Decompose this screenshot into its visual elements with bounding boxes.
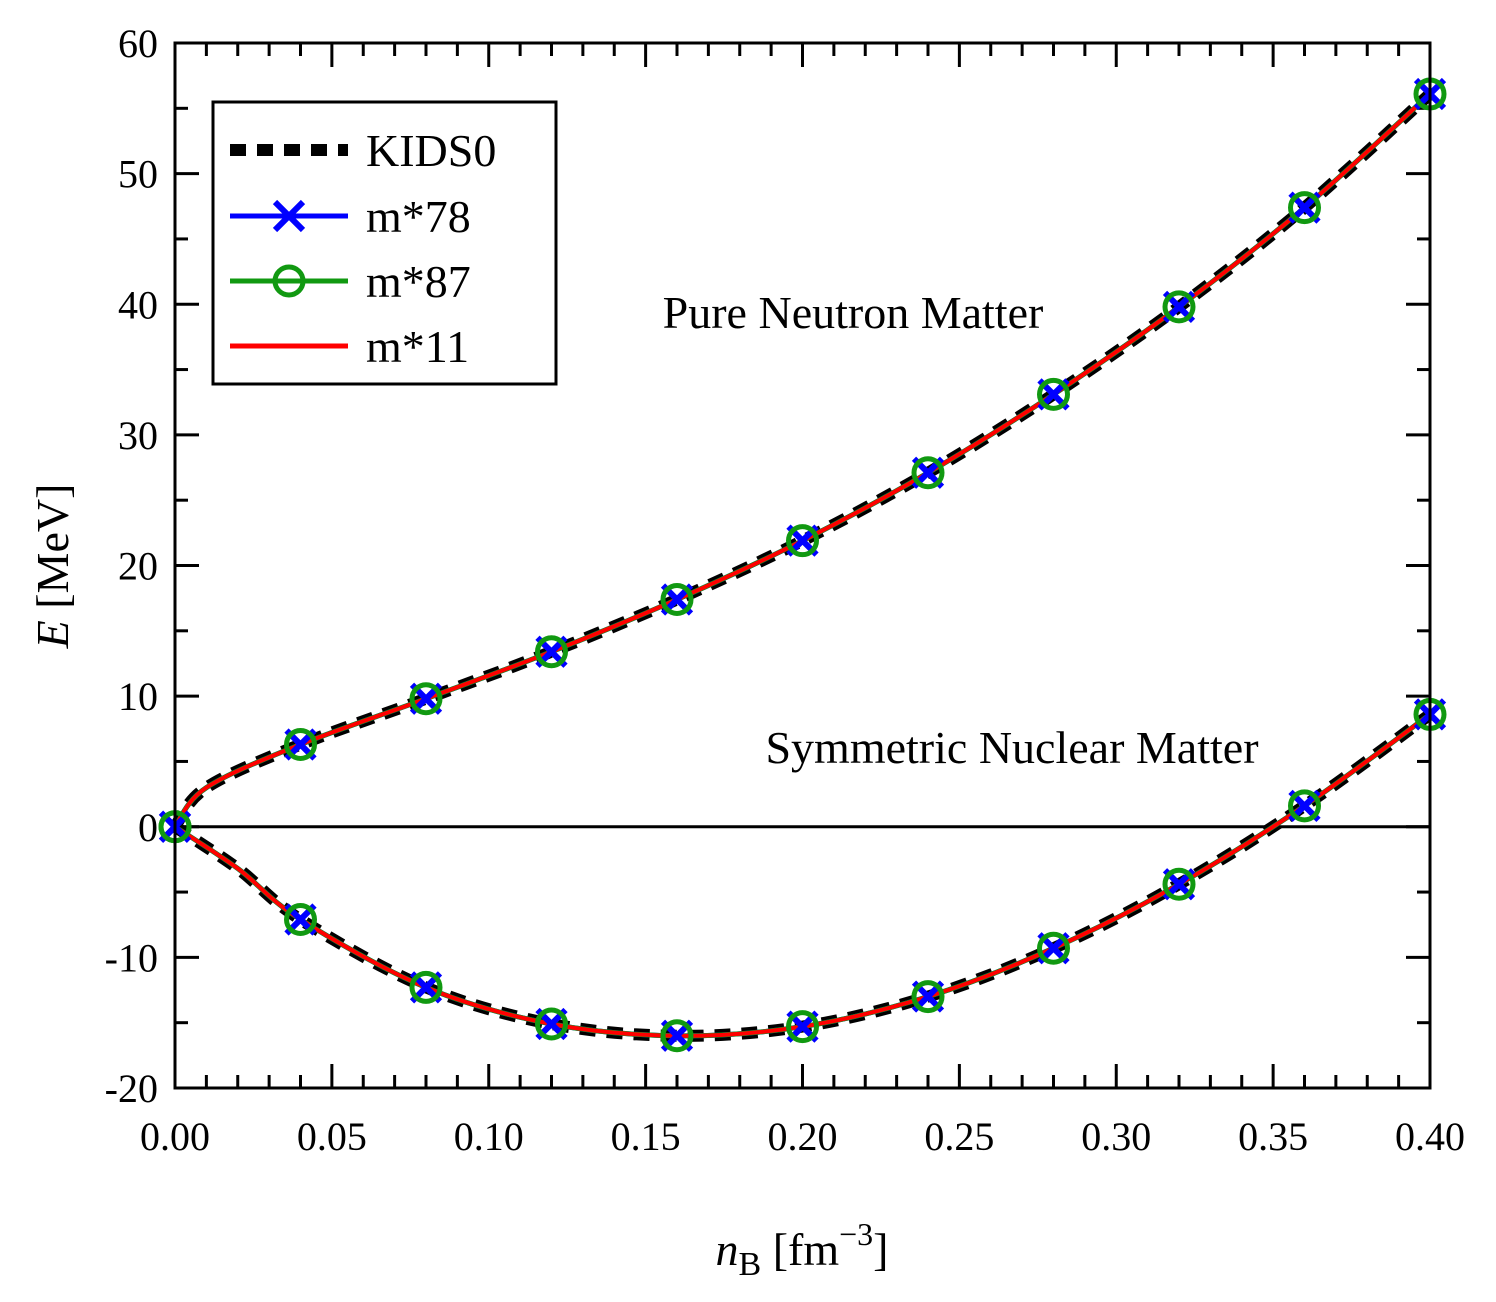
y-tick-label: 0 xyxy=(138,805,158,850)
annotation-symmetric-nuclear-matter: Symmetric Nuclear Matter xyxy=(765,722,1258,773)
marker-circle-m87-symmetric_nuclear_matter xyxy=(535,1007,568,1041)
marker-circle-m87-symmetric_nuclear_matter xyxy=(1162,867,1196,901)
y-tick-label: 10 xyxy=(118,674,158,719)
x-tick-label: 0.25 xyxy=(924,1114,994,1159)
y-axis-symbol: E xyxy=(27,620,78,649)
x-tick-label: 0.35 xyxy=(1238,1114,1308,1159)
y-tick-label: 50 xyxy=(118,152,158,197)
marker-circle-m87-pure_neutron_matter xyxy=(284,727,317,761)
x-axis-unit-close: ] xyxy=(873,1224,888,1275)
marker-circle-m87-pure_neutron_matter xyxy=(1288,191,1321,225)
marker-circle-m87-pure_neutron_matter xyxy=(1037,377,1070,411)
marker-circle-m87-pure_neutron_matter xyxy=(660,582,694,616)
x-tick-label: 0.00 xyxy=(140,1114,210,1159)
y-axis-title: E [MeV] xyxy=(27,484,78,650)
y-tick-label: -20 xyxy=(105,1066,158,1111)
legend-label-m87: m*87 xyxy=(366,256,471,307)
x-tick-label: 0.10 xyxy=(454,1114,524,1159)
marker-circle-m87-pure_neutron_matter xyxy=(1162,290,1196,324)
legend-marker-m78 xyxy=(272,199,306,233)
marker-circle-m87-symmetric_nuclear_matter xyxy=(1288,789,1321,823)
x-axis-superscript: −3 xyxy=(839,1216,873,1252)
marker-circle-m87-symmetric_nuclear_matter xyxy=(786,1010,819,1044)
marker-circle-m87-pure_neutron_matter xyxy=(409,682,443,716)
legend-label-m11: m*11 xyxy=(366,321,469,372)
marker-circle-m87-pure_neutron_matter xyxy=(786,524,819,558)
plot-frame xyxy=(173,41,1432,1090)
marker-circle-m87-pure_neutron_matter xyxy=(911,456,945,490)
legend-label-m78: m*78 xyxy=(366,191,471,242)
marker-circle-m87-symmetric_nuclear_matter xyxy=(911,980,945,1014)
annotation-pure-neutron-matter: Pure Neutron Matter xyxy=(663,287,1044,338)
x-tick-label: 0.20 xyxy=(768,1114,838,1159)
y-tick-label: 60 xyxy=(118,21,158,66)
y-axis-unit: [MeV] xyxy=(27,484,78,621)
x-axis-subscript: B xyxy=(739,1246,762,1283)
marker-circle-m87-symmetric_nuclear_matter xyxy=(284,902,317,936)
marker-circle-m87-symmetric_nuclear_matter xyxy=(1037,931,1070,965)
x-axis-symbol: n xyxy=(716,1224,739,1275)
x-axis-title: nB [fm−3] xyxy=(716,1216,889,1283)
y-tick-label: -10 xyxy=(105,935,158,980)
y-tick-label: 30 xyxy=(118,413,158,458)
marker-circle-m87-symmetric_nuclear_matter xyxy=(409,970,443,1004)
legend: KIDS0 m*78 m*87 m*11 xyxy=(211,100,558,386)
y-tick-label: 20 xyxy=(118,544,158,589)
x-tick-label: 0.40 xyxy=(1395,1114,1465,1159)
marker-circle-m87-symmetric_nuclear_matter xyxy=(660,1019,694,1053)
x-axis-unit-open: [fm xyxy=(761,1224,839,1275)
legend-marker-m87 xyxy=(272,264,306,298)
marker-circle-m87-pure_neutron_matter xyxy=(535,635,568,669)
x-tick-label: 0.15 xyxy=(611,1114,681,1159)
annotations-layer: Pure Neutron Matter Symmetric Nuclear Ma… xyxy=(663,287,1259,773)
y-tick-label: 40 xyxy=(118,282,158,327)
x-tick-label: 0.05 xyxy=(297,1114,367,1159)
legend-label-kids0: KIDS0 xyxy=(366,125,496,176)
x-tick-label: 0.30 xyxy=(1081,1114,1151,1159)
